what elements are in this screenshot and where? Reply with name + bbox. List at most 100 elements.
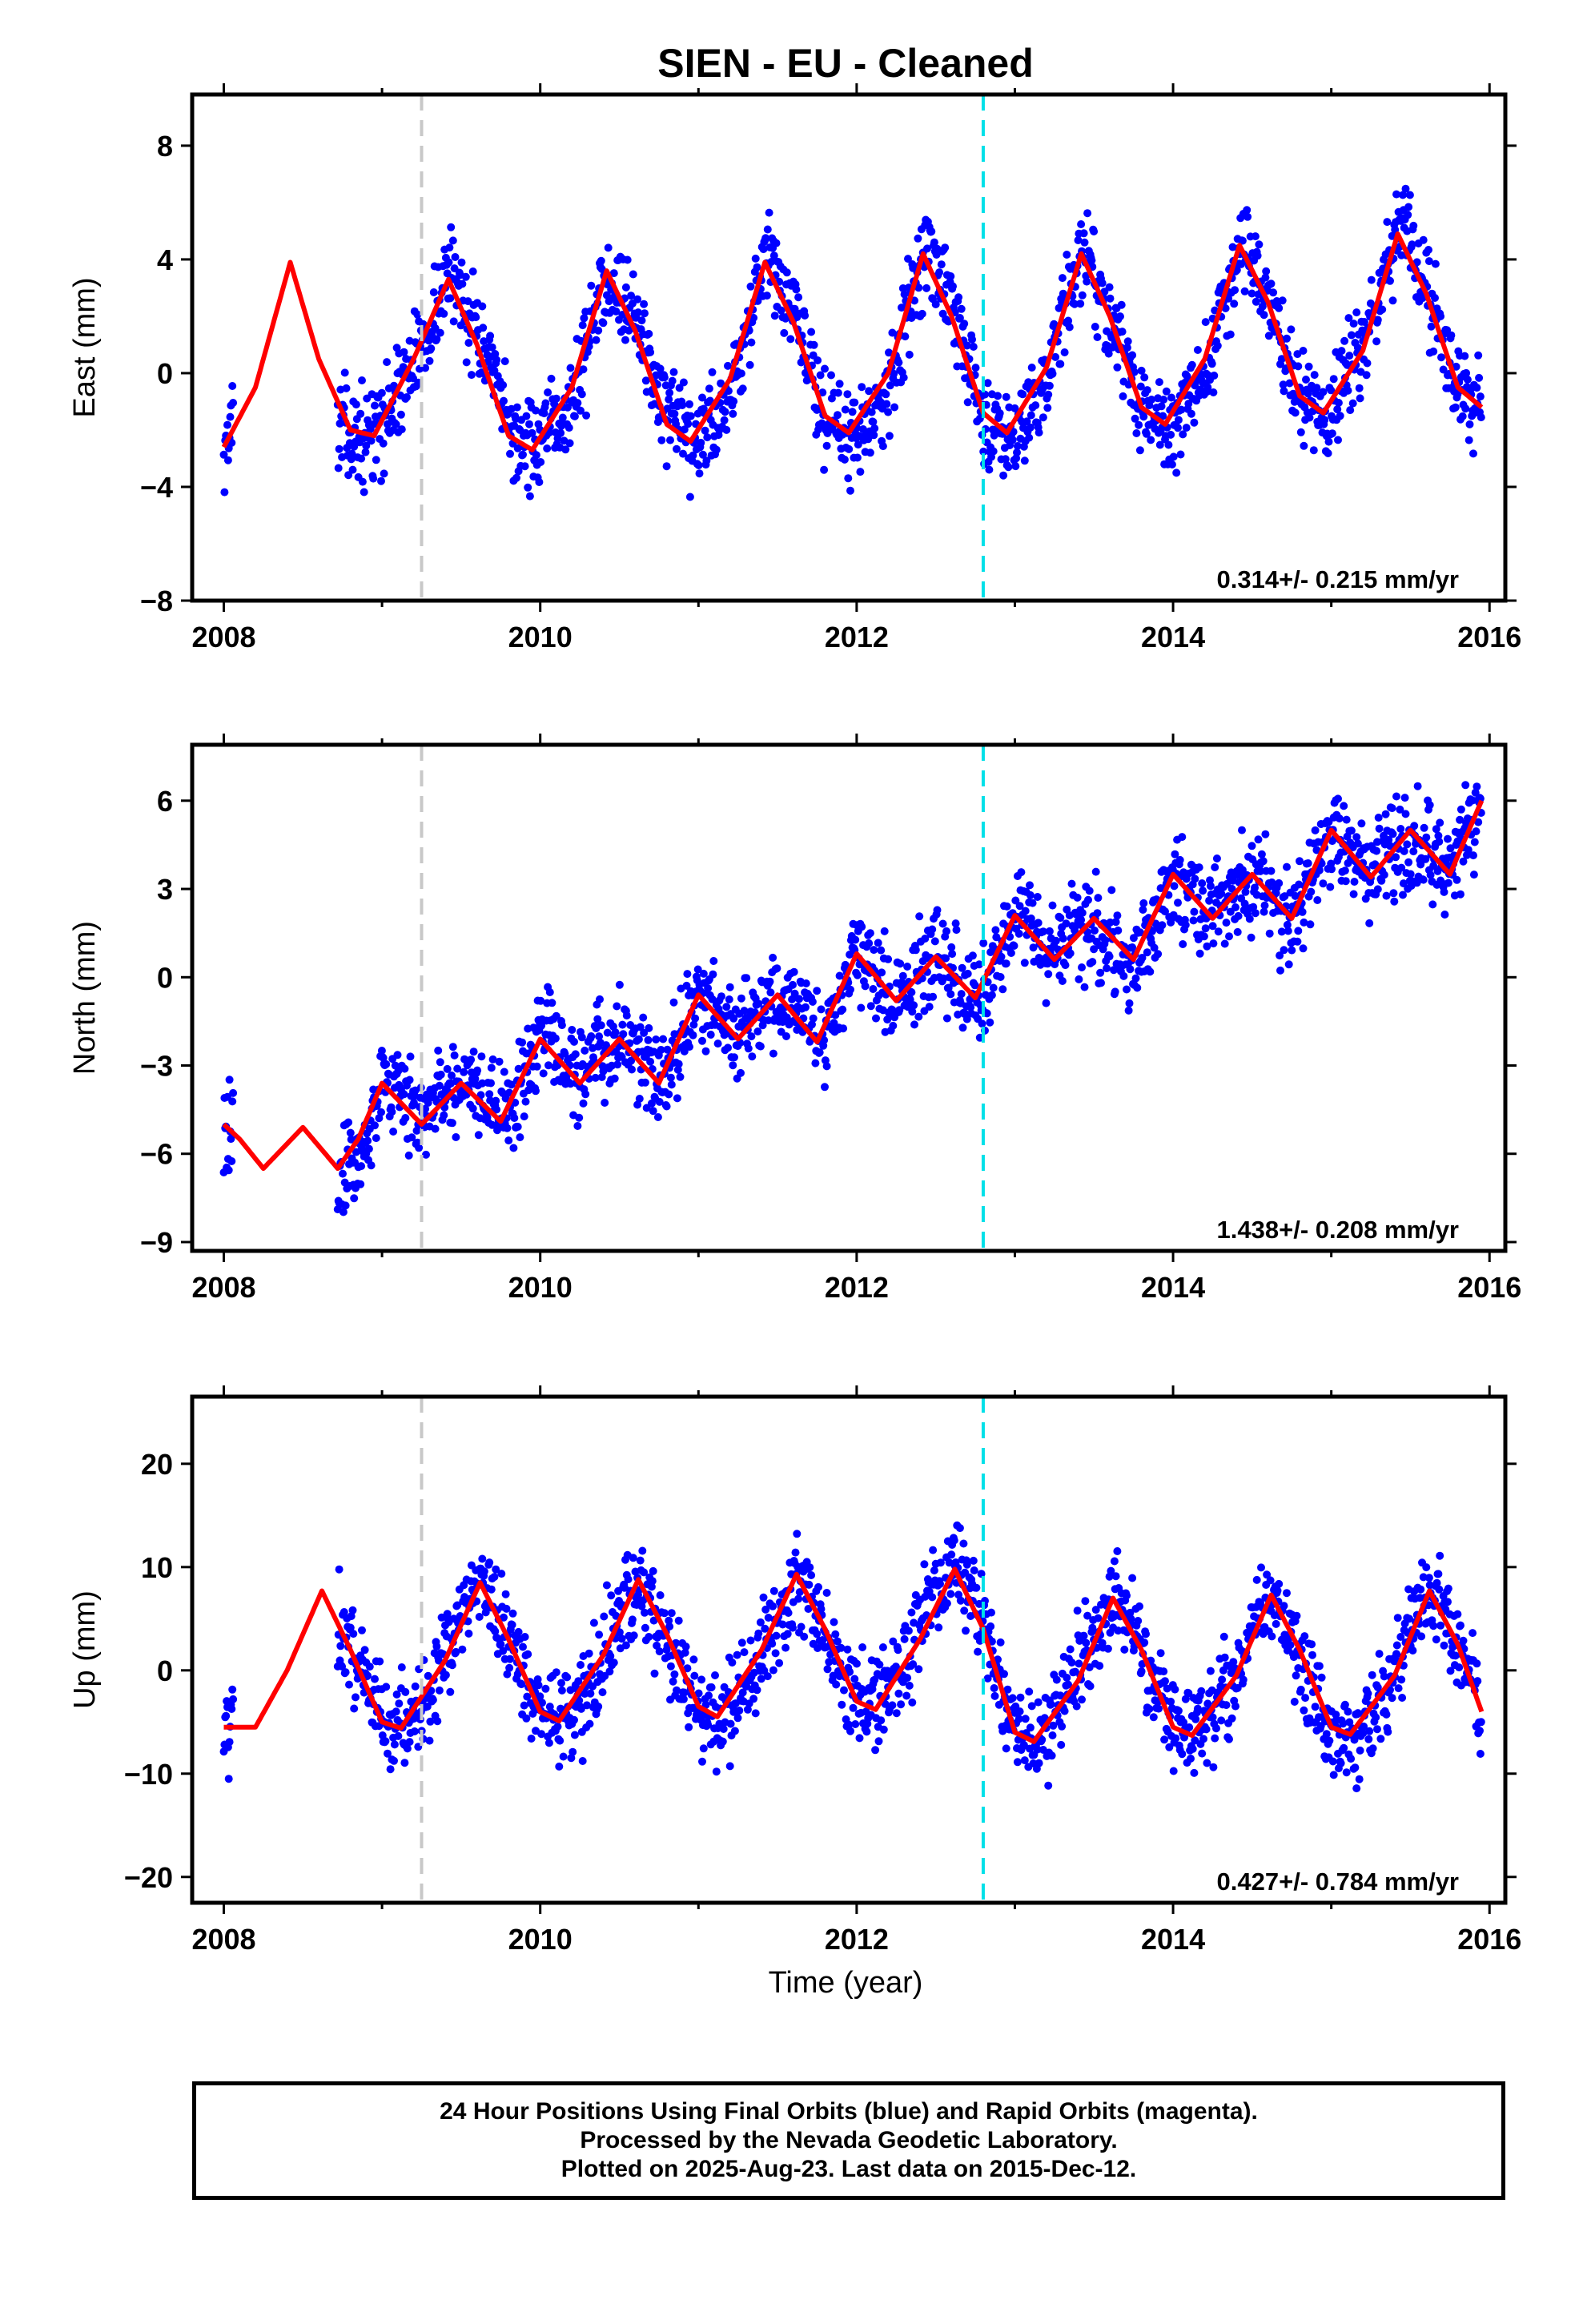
data-point	[898, 971, 907, 980]
data-point	[424, 1671, 432, 1680]
data-point	[1360, 318, 1368, 326]
data-point	[870, 946, 878, 955]
data-point	[500, 1613, 508, 1622]
data-point	[636, 1023, 645, 1031]
data-point	[1302, 376, 1310, 384]
data-point	[1268, 878, 1276, 887]
data-point	[1247, 933, 1256, 942]
data-point	[379, 1054, 388, 1062]
data-point	[1272, 1619, 1280, 1628]
data-point	[579, 1099, 588, 1108]
data-point	[609, 1659, 618, 1667]
data-point	[499, 1647, 508, 1655]
data-point	[519, 1642, 527, 1651]
data-point	[1434, 1570, 1443, 1578]
data-point	[400, 1090, 408, 1099]
data-point	[436, 1058, 444, 1067]
data-point	[497, 1570, 506, 1578]
data-point	[1002, 902, 1011, 911]
data-point	[950, 1536, 958, 1545]
data-point	[1155, 1704, 1163, 1713]
data-point	[403, 393, 411, 401]
data-point	[567, 1754, 576, 1763]
data-point	[1254, 835, 1263, 844]
data-point	[1170, 882, 1179, 891]
data-point	[1062, 919, 1071, 928]
data-point	[371, 1121, 379, 1130]
data-point	[628, 1065, 636, 1074]
data-point	[701, 426, 709, 435]
data-point	[718, 1737, 727, 1746]
data-point	[1034, 919, 1043, 927]
data-point	[1231, 1702, 1239, 1711]
data-point	[1294, 362, 1303, 371]
data-point	[1436, 1551, 1444, 1560]
data-point	[1217, 1716, 1226, 1725]
data-point	[541, 399, 550, 408]
data-point	[960, 1606, 969, 1615]
data-point	[400, 348, 408, 356]
data-point	[1365, 919, 1374, 927]
data-point	[689, 1020, 698, 1029]
data-point	[481, 1608, 490, 1617]
data-point	[725, 983, 734, 991]
data-point	[930, 937, 939, 946]
data-point	[1444, 834, 1452, 843]
data-point	[817, 1005, 826, 1014]
data-point	[1390, 897, 1399, 906]
data-point	[1352, 308, 1361, 317]
data-point	[478, 1554, 487, 1563]
data-point	[1380, 870, 1388, 879]
data-point	[1083, 1611, 1092, 1620]
data-point	[983, 379, 992, 388]
data-point	[666, 436, 674, 444]
data-point	[426, 1717, 435, 1726]
data-point	[1340, 866, 1349, 875]
data-point	[1319, 879, 1328, 888]
plot-frame	[190, 92, 1508, 603]
data-point	[884, 408, 893, 416]
data-point	[1083, 209, 1092, 218]
data-point	[668, 376, 677, 385]
data-point	[1078, 1695, 1086, 1704]
data-point	[552, 1668, 560, 1677]
data-point	[1146, 967, 1155, 976]
data-point	[581, 1046, 589, 1055]
y-tick-label: 0	[157, 357, 173, 390]
data-point	[577, 1661, 585, 1669]
data-point	[1444, 1598, 1452, 1606]
data-point	[396, 410, 405, 419]
data-point	[569, 1747, 577, 1756]
data-point	[1268, 1632, 1276, 1641]
data-point	[1095, 1662, 1104, 1671]
data-point	[1209, 1763, 1218, 1771]
data-point	[377, 1108, 385, 1116]
data-point	[903, 963, 912, 971]
data-point	[503, 1670, 512, 1679]
data-point	[1436, 312, 1445, 320]
data-point	[888, 328, 897, 337]
data-point	[1119, 392, 1127, 400]
data-point	[747, 1032, 756, 1041]
data-point	[1010, 942, 1018, 950]
data-point	[1474, 818, 1483, 826]
data-point	[513, 444, 522, 452]
data-point	[689, 1655, 698, 1664]
data-point	[1193, 1704, 1202, 1713]
data-point	[740, 1007, 749, 1015]
data-point	[822, 1589, 831, 1597]
data-point	[920, 1560, 929, 1569]
data-point	[800, 1632, 809, 1641]
data-point	[894, 358, 903, 367]
data-point	[656, 364, 665, 373]
data-point	[1263, 1570, 1272, 1579]
data-point	[612, 307, 621, 316]
data-point	[1176, 450, 1185, 459]
data-point	[928, 1593, 937, 1602]
data-point	[1179, 430, 1187, 439]
data-point	[1190, 418, 1199, 427]
data-point	[914, 1012, 923, 1021]
data-point	[697, 1675, 706, 1684]
data-point	[524, 483, 532, 492]
data-point	[352, 400, 360, 409]
